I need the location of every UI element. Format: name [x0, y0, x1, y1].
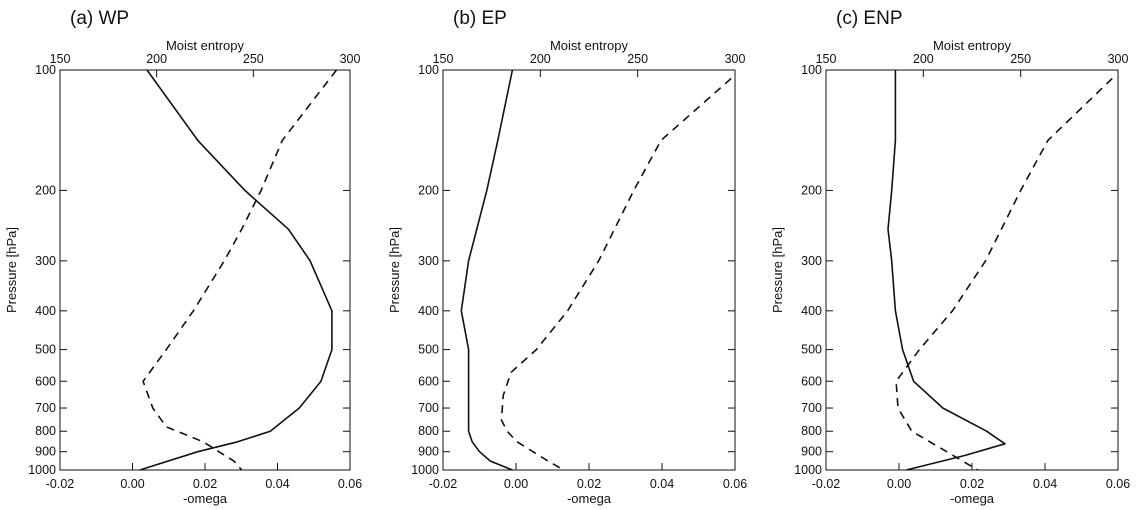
- y-tick-label: 200: [801, 183, 822, 197]
- x2-tick-label: 200: [530, 52, 551, 66]
- x2-tick-label: 150: [50, 52, 71, 66]
- panel-title: (b) EP: [453, 8, 507, 29]
- y-tick-label: 500: [418, 343, 439, 357]
- y-axis-label: Pressure [hPa]: [387, 227, 402, 313]
- y-tick-label: 700: [801, 401, 822, 415]
- x2-axis-label: Moist entropy: [166, 38, 245, 53]
- y-tick-label: 400: [35, 304, 56, 318]
- y-tick-label: 300: [801, 254, 822, 268]
- y-tick-label: 400: [801, 304, 822, 318]
- x-tick-label: 0.02: [577, 477, 601, 491]
- y-tick-label: 100: [418, 63, 439, 77]
- panel-3: (c) ENP -0.02 0.00 0.02 0.04 0.06 -omega 150 200…: [770, 8, 1130, 506]
- x2-tick-label: 200: [146, 52, 167, 66]
- y-tick-label: 200: [35, 183, 56, 197]
- moist-entropy-line: [895, 77, 1113, 471]
- omega-line: [887, 70, 1006, 471]
- plot-frame: [59, 69, 351, 471]
- x-axis-label: -omega: [950, 491, 995, 506]
- omega-line: [139, 69, 333, 471]
- y-tick-label: 600: [35, 374, 56, 388]
- x-tick-label: -0.02: [812, 477, 841, 491]
- y-axis-label: Pressure [hPa]: [4, 227, 19, 313]
- y-tick-label: 500: [801, 343, 822, 357]
- x-tick-label: 0.04: [1033, 477, 1057, 491]
- y-tick-label: 400: [418, 304, 439, 318]
- x-axis-label: -omega: [567, 491, 612, 506]
- x2-axis-label: Moist entropy: [550, 38, 629, 53]
- y-tick-label: 700: [418, 401, 439, 415]
- x-tick-label: 0.06: [338, 477, 362, 491]
- y-axis-label: Pressure [hPa]: [770, 227, 785, 313]
- plot-frame: [442, 69, 736, 471]
- y-tick-label: 700: [35, 401, 56, 415]
- x2-tick-label: 300: [1108, 52, 1129, 66]
- y-tick-label: 100: [801, 63, 822, 77]
- x2-tick-label: 300: [725, 52, 746, 66]
- y-tick-label: 800: [35, 424, 56, 438]
- x-tick-label: 0.00: [504, 477, 528, 491]
- panel-1: (a) WP -0.02 0.00 0.02 0.04 0.06 -omega 150 200 2…: [4, 8, 362, 506]
- x2-tick-label: 150: [816, 52, 837, 66]
- panel-title: (c) ENP: [836, 8, 903, 29]
- x-tick-label: 0.02: [960, 477, 984, 491]
- y-tick-label: 1000: [794, 463, 822, 477]
- x-tick-label: 0.04: [650, 477, 674, 491]
- panel-2: (b) EP -0.02 0.00 0.02 0.04 0.06 -omega 150 200 2…: [387, 8, 747, 506]
- x2-tick-label: 250: [627, 52, 648, 66]
- x-tick-label: 0.06: [723, 477, 747, 491]
- y-tick-label: 900: [35, 445, 56, 459]
- x2-tick-label: 200: [913, 52, 934, 66]
- x-tick-label: 0.06: [1106, 477, 1130, 491]
- y-tick-label: 1000: [28, 463, 56, 477]
- x2-axis-label: Moist entropy: [933, 38, 1012, 53]
- x2-tick-label: 250: [243, 52, 264, 66]
- y-tick-label: 900: [418, 445, 439, 459]
- y-tick-label: 900: [801, 445, 822, 459]
- x-tick-label: 0.02: [193, 477, 217, 491]
- omega-line: [460, 69, 514, 471]
- moist-entropy-line: [500, 77, 732, 471]
- x2-tick-label: 150: [433, 52, 454, 66]
- y-tick-label: 300: [35, 254, 56, 268]
- x2-tick-label: 250: [1010, 52, 1031, 66]
- x-tick-label: 0.04: [265, 477, 289, 491]
- x-tick-label: 0.00: [887, 477, 911, 491]
- x-axis-label: -omega: [183, 491, 228, 506]
- y-tick-label: 500: [35, 343, 56, 357]
- y-tick-label: 600: [418, 374, 439, 388]
- y-tick-label: 800: [418, 424, 439, 438]
- x-tick-label: -0.02: [46, 477, 75, 491]
- plot-frame: [825, 69, 1119, 471]
- y-tick-label: 200: [418, 183, 439, 197]
- y-tick-label: 300: [418, 254, 439, 268]
- x2-tick-label: 300: [340, 52, 361, 66]
- y-tick-label: 100: [35, 63, 56, 77]
- y-tick-label: 800: [801, 424, 822, 438]
- x-tick-label: -0.02: [429, 477, 458, 491]
- y-tick-label: 600: [801, 374, 822, 388]
- panel-title: (a) WP: [70, 8, 129, 29]
- y-tick-label: 1000: [411, 463, 439, 477]
- moist-entropy-line: [142, 69, 338, 471]
- x-tick-label: 0.00: [120, 477, 144, 491]
